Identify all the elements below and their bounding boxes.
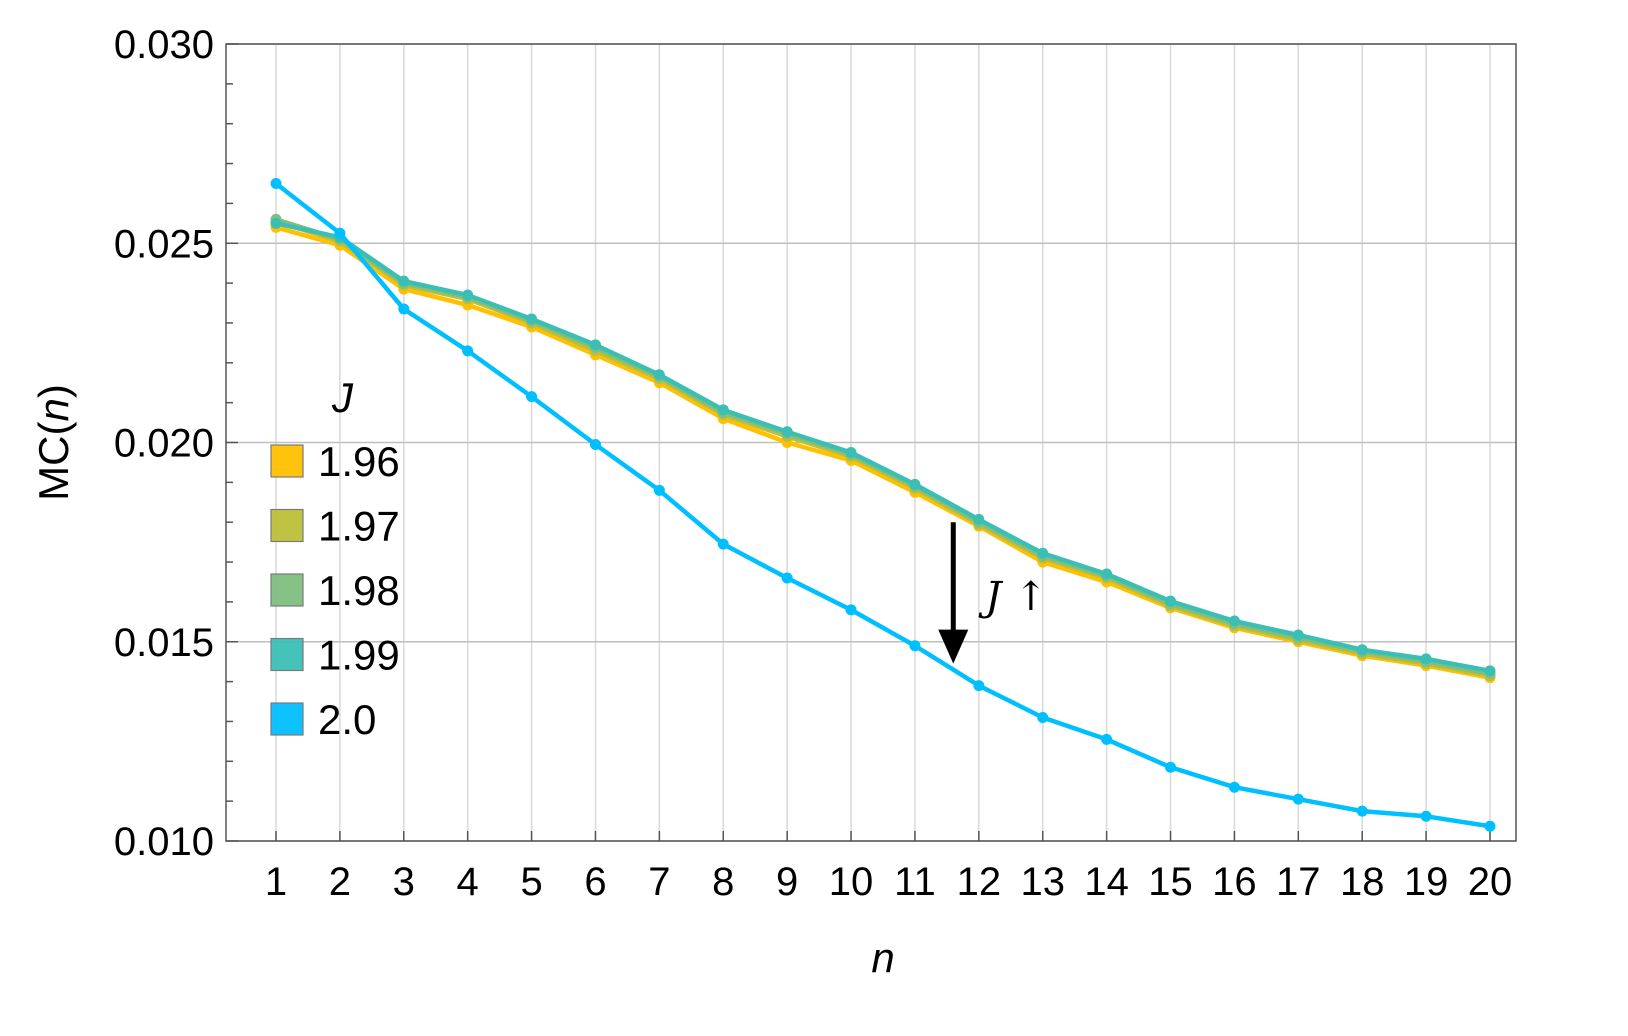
data-point <box>1228 781 1240 793</box>
legend-swatch <box>270 508 304 543</box>
legend-label: 2.0 <box>318 696 376 743</box>
data-point <box>462 345 474 357</box>
x-tick-label: 13 <box>1020 860 1065 904</box>
x-tick-label: 12 <box>957 860 1002 904</box>
legend-label: 1.96 <box>318 438 400 485</box>
data-point <box>653 484 665 496</box>
legend-swatch <box>270 702 304 736</box>
y-tick-label: 0.025 <box>114 222 214 266</box>
data-point <box>653 369 665 381</box>
data-point <box>1356 644 1368 656</box>
x-tick-label: 16 <box>1212 860 1257 904</box>
x-tick-label: 9 <box>776 860 798 904</box>
x-tick-label: 19 <box>1404 860 1449 904</box>
data-point <box>1292 629 1304 641</box>
data-point <box>1037 711 1049 723</box>
x-axis-title: n <box>871 934 894 981</box>
x-tick-label: 8 <box>712 860 734 904</box>
y-axis-title-var: n <box>30 398 77 421</box>
legend-swatch <box>270 444 304 478</box>
data-point <box>462 289 474 301</box>
x-tick-label: 20 <box>1468 860 1513 904</box>
series-2-0 <box>270 177 1496 832</box>
data-point <box>270 177 282 189</box>
data-point <box>1228 615 1240 627</box>
x-tick-label: 18 <box>1340 860 1385 904</box>
data-point <box>1484 820 1496 832</box>
legend: J 1.96 1.97 1.98 1.99 2.0 <box>270 374 400 743</box>
legend-label: 1.99 <box>318 632 400 679</box>
x-tick-label: 2 <box>329 860 351 904</box>
data-point <box>1165 595 1177 607</box>
data-point <box>1484 665 1496 677</box>
data-point <box>717 404 729 416</box>
y-axis: 0.010 0.015 0.020 0.025 0.030 <box>114 23 238 864</box>
data-point <box>1037 547 1049 559</box>
data-point <box>845 446 857 458</box>
x-tick-label: 17 <box>1276 860 1321 904</box>
legend-label: 1.98 <box>318 567 400 614</box>
data-point <box>1420 653 1432 665</box>
data-point <box>1356 805 1368 817</box>
data-point <box>526 391 538 403</box>
y-axis-title-prefix: MC( <box>30 422 77 501</box>
series-line <box>275 217 1491 676</box>
x-tick-label: 6 <box>584 860 606 904</box>
series-line <box>275 219 1491 678</box>
x-tick-label: 7 <box>648 860 670 904</box>
y-tick-label: 0.020 <box>114 422 214 466</box>
legend-label: 1.97 <box>318 503 400 550</box>
annotation-text: J ↑ <box>978 574 1047 620</box>
data-point <box>526 313 538 325</box>
data-point <box>909 478 921 490</box>
x-tick-label: 1 <box>265 860 287 904</box>
data-point <box>973 680 985 692</box>
data-point <box>398 303 410 315</box>
y-tick-label: 0.010 <box>114 820 214 864</box>
legend-swatch <box>270 573 304 607</box>
data-point <box>845 604 857 616</box>
x-tick-label: 14 <box>1084 860 1129 904</box>
y-tick-label: 0.030 <box>114 23 214 67</box>
data-point <box>398 275 410 287</box>
data-point <box>1101 568 1113 580</box>
data-point <box>909 640 921 652</box>
x-tick-label: 4 <box>457 860 479 904</box>
grid <box>226 43 1516 842</box>
y-tick-label: 0.015 <box>114 621 214 665</box>
series-1-99 <box>270 217 1496 677</box>
annotation: J ↑ <box>938 522 1048 664</box>
y-axis-title-suffix: ) <box>30 384 77 398</box>
y-axis-title: MC(n) <box>30 384 77 501</box>
data-point <box>589 339 601 351</box>
series-line <box>275 221 1491 674</box>
data-point <box>1165 761 1177 773</box>
legend-title: J <box>331 374 354 421</box>
data-point <box>781 426 793 438</box>
annotation-arrow-head <box>938 629 969 664</box>
data-point <box>1420 810 1432 822</box>
x-axis: 1 2 3 4 5 6 7 8 9 10 11 12 13 14 15 16 17 18 19 20 <box>265 831 1512 904</box>
x-tick-label: 5 <box>520 860 542 904</box>
data-point <box>717 538 729 550</box>
data-point <box>973 513 985 525</box>
data-point <box>781 572 793 584</box>
series-1-97 <box>270 215 1496 682</box>
data-point <box>589 438 601 450</box>
data-point <box>1292 793 1304 805</box>
data-point <box>270 217 282 229</box>
series-1-98 <box>270 213 1496 680</box>
series-line <box>274 181 1491 829</box>
data-point <box>1101 733 1113 745</box>
series-group <box>270 177 1496 832</box>
x-tick-label: 10 <box>829 860 874 904</box>
legend-swatch <box>270 637 304 672</box>
x-tick-label: 11 <box>894 860 936 904</box>
data-point <box>334 227 346 239</box>
x-tick-label: 15 <box>1148 860 1193 904</box>
x-tick-label: 3 <box>393 860 415 904</box>
